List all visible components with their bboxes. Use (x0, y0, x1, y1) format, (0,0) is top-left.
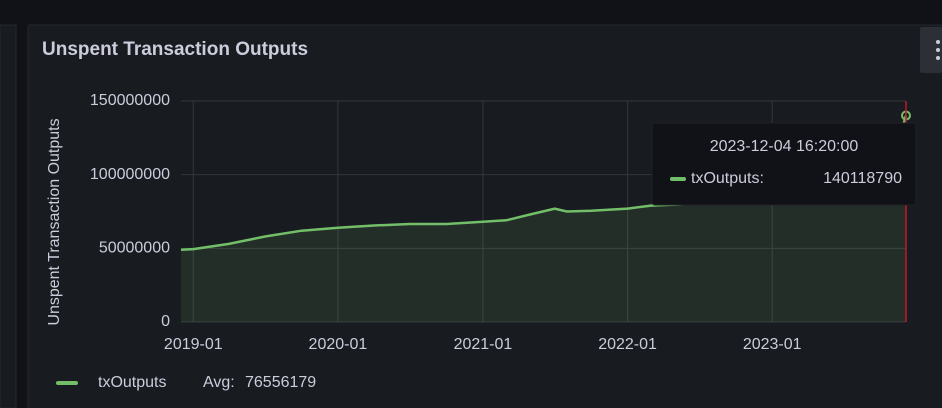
legend-avg: 76556179 (245, 374, 316, 391)
panel-title: Unspent Transaction Outputs (42, 39, 308, 60)
y-tick-label: 0 (161, 313, 170, 330)
plot: 0 50000000 100000000 150000000 2019-01 2020-0… (90, 92, 911, 353)
menu-dot (936, 56, 940, 60)
tooltip-box (651, 122, 917, 206)
x-tick-label: 2023-01 (743, 336, 802, 353)
side-panel (0, 24, 17, 408)
y-tick-label: 50000000 (99, 240, 170, 257)
x-tick-label: 2022-01 (598, 336, 657, 353)
x-tick-label: 2021-01 (454, 336, 513, 353)
y-tick-label: 100000000 (90, 166, 170, 183)
legend-name[interactable]: txOutputs (98, 374, 166, 391)
x-tick-label: 2020-01 (309, 336, 368, 353)
menu-dot (936, 48, 940, 52)
y-axis-label: Unspent Transaction Outputs (46, 118, 63, 325)
panel (27, 24, 942, 408)
y-tick-label: 150000000 (90, 92, 170, 109)
tooltip: 2023-12-04 16:20:00 txOutputs: 140118790 (651, 122, 917, 206)
menu-dot (936, 40, 940, 44)
panel-menu[interactable] (920, 27, 942, 73)
legend-stat-label: Avg: (203, 374, 235, 391)
tooltip-value: 140118790 (823, 170, 902, 187)
tooltip-time: 2023-12-04 16:20:00 (710, 138, 859, 155)
x-tick-label: 2019-01 (164, 336, 223, 353)
tooltip-series: txOutputs: (691, 170, 764, 187)
series-area (181, 115, 906, 322)
